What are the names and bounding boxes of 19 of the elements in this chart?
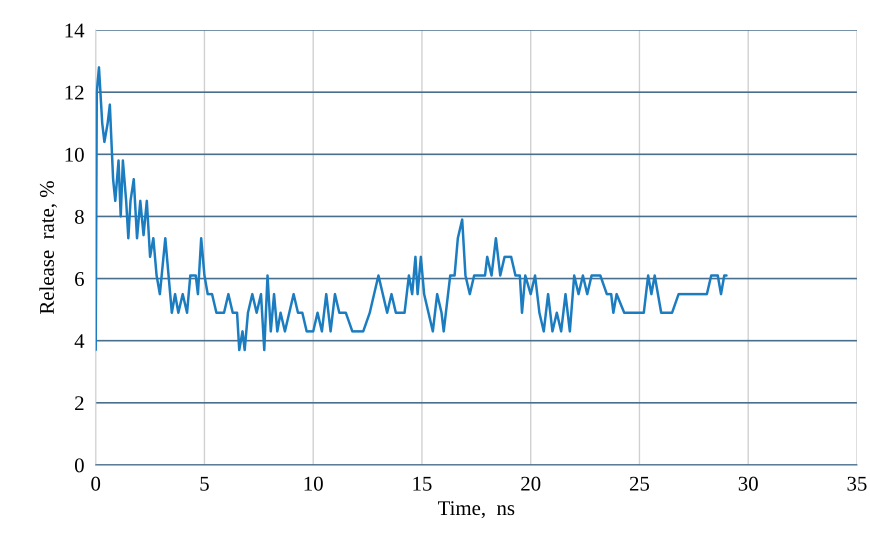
x-tick-label: 35: [848, 476, 867, 491]
x-tick-label: 15: [413, 476, 432, 491]
x-axis-title: Time, ns: [438, 501, 514, 518]
y-tick-label: 4: [74, 334, 84, 348]
y-tick-label: 12: [66, 86, 84, 100]
x-tick-label: 25: [630, 476, 650, 491]
y-tick-label: 0: [74, 458, 84, 472]
x-tick-label: 30: [738, 476, 758, 491]
x-tick-label: 5: [200, 476, 209, 491]
y-tick-label: 2: [75, 396, 84, 410]
x-tick-label: 10: [304, 476, 323, 491]
y-tick-label: 14: [66, 24, 84, 38]
x-tick-label: 20: [521, 476, 540, 491]
line-series: [96, 66, 728, 352]
y-tick-label: 8: [74, 210, 84, 224]
y-tick-label: 10: [66, 148, 84, 162]
y-axis-title: Release rate, %: [39, 181, 57, 314]
y-tick-label: 6: [75, 272, 84, 286]
x-tick-label: 0: [91, 476, 100, 491]
